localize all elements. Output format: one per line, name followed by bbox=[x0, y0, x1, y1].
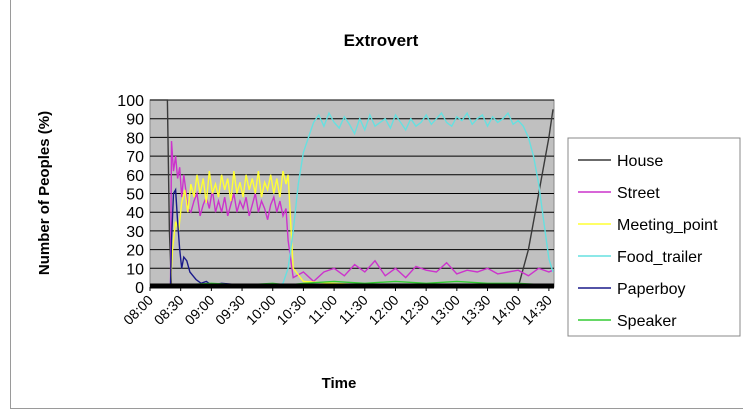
y-tick-label: 90 bbox=[126, 112, 144, 129]
legend-label: Speaker bbox=[617, 313, 677, 330]
series-lines bbox=[150, 99, 554, 289]
y-tick-label: 100 bbox=[117, 93, 144, 110]
x-tick-label: 10:00 bbox=[243, 292, 279, 328]
x-tick-label: 12:00 bbox=[365, 292, 401, 328]
x-tick-label: 14:00 bbox=[488, 292, 524, 328]
x-tick-label: 09:30 bbox=[212, 292, 248, 328]
x-axis-ticks: 08:0008:3009:0009:3010:0010:3011:0011:30… bbox=[120, 287, 555, 328]
legend-label: House bbox=[617, 153, 663, 170]
chart-frame: Extrovert Number of Peoples (%) Time 0 10… bbox=[10, 0, 743, 409]
y-tick-label: 60 bbox=[126, 168, 144, 185]
series-line-street bbox=[150, 141, 554, 288]
chart-svg: Extrovert Number of Peoples (%) Time 0 10… bbox=[36, 31, 741, 392]
y-tick-label: 50 bbox=[126, 187, 144, 204]
y-axis-label: Number of Peoples (%) bbox=[36, 111, 53, 275]
legend-box bbox=[567, 137, 741, 337]
x-tick-label: 13:00 bbox=[427, 292, 463, 328]
legend-label: Food_trailer bbox=[617, 249, 703, 266]
x-tick-label: 14:30 bbox=[519, 292, 555, 328]
legend-label: Meeting_point bbox=[617, 217, 718, 234]
y-tick-label: 0 bbox=[135, 280, 144, 297]
x-tick-label: 08:30 bbox=[151, 292, 187, 328]
legend-label: Paperboy bbox=[617, 281, 686, 298]
x-tick-label: 11:00 bbox=[305, 292, 341, 328]
y-tick-label: 30 bbox=[126, 224, 144, 241]
y-tick-label: 20 bbox=[126, 243, 144, 260]
x-tick-label: 12:30 bbox=[396, 292, 432, 328]
y-tick-label: 80 bbox=[126, 130, 144, 147]
legend-label: Street bbox=[617, 185, 660, 202]
y-tick-label: 10 bbox=[126, 261, 144, 278]
x-axis-label: Time bbox=[322, 375, 357, 392]
x-tick-label: 13:30 bbox=[458, 292, 494, 328]
legend: House Street Meeting_point Food_trailer Pape… bbox=[567, 137, 741, 337]
x-tick-label: 11:30 bbox=[336, 292, 372, 328]
x-tick-label: 09:00 bbox=[181, 292, 217, 328]
x-tick-label: 08:00 bbox=[120, 292, 156, 328]
series-line-food_trailer bbox=[150, 111, 554, 288]
y-tick-label: 70 bbox=[126, 149, 144, 166]
y-tick-label: 40 bbox=[126, 205, 144, 222]
chart-title: Extrovert bbox=[344, 31, 419, 50]
x-tick-label: 10:30 bbox=[273, 292, 309, 328]
